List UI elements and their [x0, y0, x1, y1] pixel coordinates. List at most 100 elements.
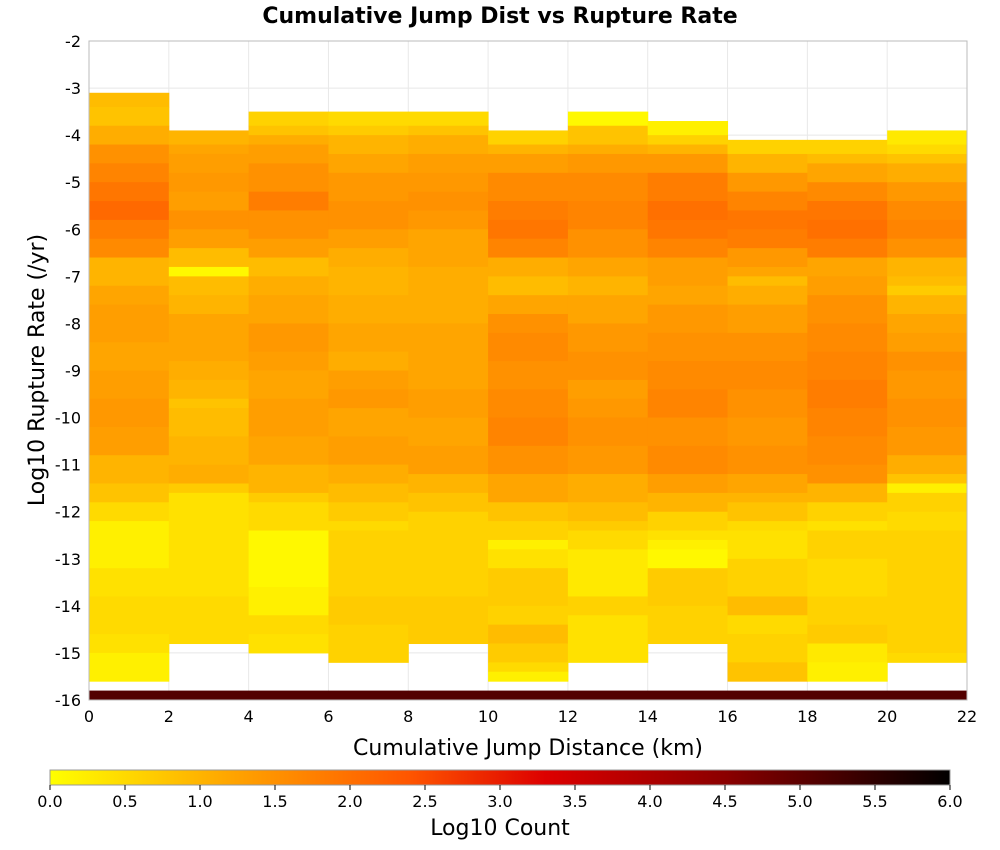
heatmap-cell	[887, 530, 968, 654]
heatmap-cell	[727, 417, 808, 447]
heatmap-cell	[488, 568, 569, 607]
heatmap-cell	[488, 624, 569, 645]
heatmap-cell	[807, 521, 888, 532]
heatmap-cell	[248, 295, 329, 324]
heatmap-cell	[408, 445, 489, 475]
heatmap-cell	[727, 285, 808, 306]
heatmap-cell	[567, 351, 649, 381]
heatmap-cell	[328, 323, 409, 353]
heatmap-cell	[248, 436, 329, 466]
heatmap-cell	[887, 295, 968, 315]
heatmap-cell	[328, 266, 409, 296]
heatmap-cell	[567, 229, 649, 259]
heatmap-cell	[248, 615, 329, 635]
heatmap-cell	[168, 144, 250, 155]
heatmap-cell	[488, 662, 569, 673]
heatmap-cell	[567, 445, 649, 475]
heatmap-cell	[328, 229, 409, 249]
y-tick-label: -14	[55, 597, 81, 616]
heatmap-cell	[727, 304, 808, 334]
heatmap-cell	[168, 153, 250, 174]
heatmap-cell	[248, 111, 329, 127]
heatmap-cell	[488, 389, 569, 419]
heatmap-cell	[647, 153, 729, 174]
heatmap-cell	[807, 558, 888, 597]
colorbar-tick-label: 2.5	[412, 792, 437, 811]
heatmap-cell	[887, 238, 968, 259]
heatmap-cell	[328, 389, 409, 409]
colorbar-tick-label: 6.0	[937, 792, 962, 811]
heatmap-cell	[567, 201, 649, 230]
heatmap-cell	[567, 502, 649, 522]
heatmap-cell	[567, 530, 649, 550]
heatmap-cell	[89, 342, 170, 371]
heatmap-cell	[807, 464, 888, 484]
heatmap-cell	[408, 191, 489, 211]
heatmap-cell	[727, 615, 808, 635]
colorbar-tick-label: 5.5	[862, 792, 887, 811]
heatmap-cell	[727, 210, 808, 230]
heatmap-cell	[168, 248, 250, 268]
heatmap-cell	[328, 483, 409, 503]
heatmap-cell	[567, 172, 649, 202]
heatmap-cell	[807, 530, 888, 560]
heatmap-cell	[727, 361, 808, 390]
colorbar-ticks: 0.0 0.5 1.0 1.5 2.0 2.5 3.0 3.5 4.0 4.5 5.0 5.5 6.0	[37, 785, 963, 811]
heatmap-cell	[168, 379, 250, 400]
heatmap-cell	[168, 332, 250, 362]
heatmap-cell	[887, 492, 968, 513]
heatmap-cell	[727, 191, 808, 211]
heatmap-cell	[647, 172, 729, 202]
x-tick-label: 6	[323, 707, 333, 726]
heatmap-cell	[328, 370, 409, 390]
heatmap-cell	[488, 201, 569, 221]
heatmap-cell	[647, 238, 729, 259]
x-axis-label: Cumulative Jump Distance (km)	[353, 736, 703, 761]
heatmap-cell	[168, 436, 250, 466]
heatmap-cell	[328, 502, 409, 522]
heatmap-cell	[168, 229, 250, 249]
heatmap-cells	[89, 92, 968, 700]
heatmap-cell	[887, 483, 968, 494]
heatmap-cell	[328, 351, 409, 371]
y-tick-label: -16	[55, 691, 81, 710]
heatmap-cell	[168, 492, 250, 503]
colorbar-tick-label: 0.0	[37, 792, 62, 811]
heatmap-cell	[807, 483, 888, 503]
heatmap-cell	[887, 455, 968, 475]
heatmap-cell	[89, 596, 170, 635]
heatmap-cell	[89, 483, 170, 503]
heatmap-cell	[328, 135, 409, 155]
heatmap-cell-bottom-row	[89, 690, 967, 700]
colorbar-tick-label: 1.0	[187, 792, 212, 811]
heatmap-cell	[807, 624, 888, 645]
heatmap-cell	[727, 521, 808, 532]
heatmap-cell	[89, 426, 170, 456]
heatmap-cell	[408, 210, 489, 230]
x-tick-label: 2	[164, 707, 174, 726]
heatmap-cell	[89, 106, 170, 127]
heatmap-cell	[647, 530, 729, 541]
heatmap-cell	[408, 417, 489, 447]
heatmap-cell	[807, 436, 888, 466]
heatmap-cell	[887, 130, 968, 146]
heatmap-cell	[89, 455, 170, 484]
heatmap-cell	[488, 549, 569, 569]
x-tick-label: 12	[558, 707, 578, 726]
heatmap-cell	[567, 521, 649, 532]
heatmap-cell	[727, 662, 808, 682]
y-tick-label: -4	[65, 126, 81, 145]
heatmap-cell	[727, 389, 808, 419]
y-tick-label: -10	[55, 409, 81, 428]
y-tick-label: -12	[55, 503, 81, 522]
heatmap-cell	[488, 257, 569, 277]
heatmap-cell	[647, 257, 729, 287]
heatmap-cell	[807, 295, 888, 324]
heatmap-cell	[248, 210, 329, 240]
y-axis-ticks: -2 -3 -4 -5 -6 -7 -8 -9 -10 -11 -12 -13 -14 -15 -16	[55, 32, 81, 710]
heatmap-cell	[89, 652, 170, 682]
heatmap-cell	[567, 125, 649, 146]
colorbar-tick-label: 1.5	[262, 792, 287, 811]
heatmap-cell	[887, 511, 968, 532]
x-tick-label: 8	[403, 707, 413, 726]
